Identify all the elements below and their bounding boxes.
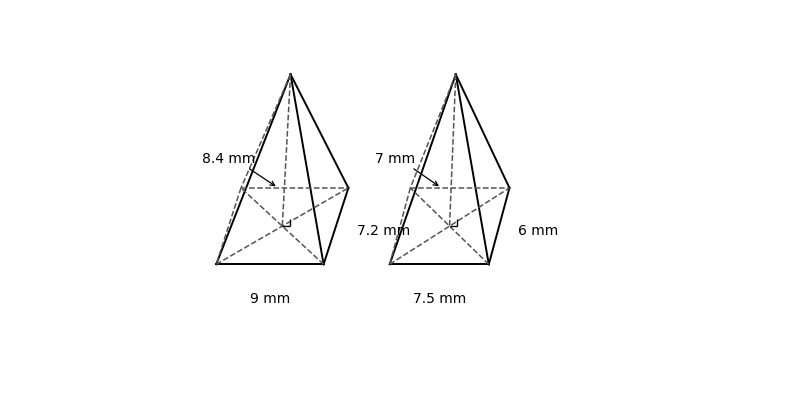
Text: 7.2 mm: 7.2 mm — [357, 224, 410, 238]
Text: 9 mm: 9 mm — [250, 292, 290, 306]
Text: 6 mm: 6 mm — [518, 224, 558, 238]
Text: 7.5 mm: 7.5 mm — [413, 292, 466, 306]
Text: 8.4 mm: 8.4 mm — [202, 152, 255, 166]
Text: 7 mm: 7 mm — [375, 152, 415, 166]
